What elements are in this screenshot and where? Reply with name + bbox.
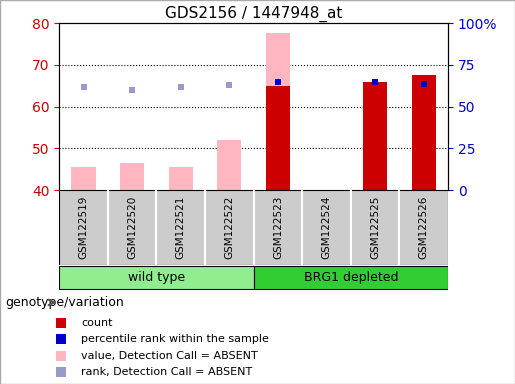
Text: count: count: [81, 318, 112, 328]
Bar: [266, 86, 290, 190]
Bar: [59, 266, 253, 289]
Bar: [217, 140, 242, 190]
Text: GSM122523: GSM122523: [273, 196, 283, 259]
Bar: [266, 33, 290, 190]
Text: value, Detection Call = ABSENT: value, Detection Call = ABSENT: [81, 351, 258, 361]
Text: GSM122525: GSM122525: [370, 196, 380, 259]
Bar: [411, 75, 436, 190]
Bar: [253, 266, 448, 289]
Text: wild type: wild type: [128, 271, 185, 284]
Text: GSM122520: GSM122520: [127, 196, 137, 259]
Title: GDS2156 / 1447948_at: GDS2156 / 1447948_at: [165, 5, 342, 22]
Text: genotype/variation: genotype/variation: [5, 296, 124, 309]
Text: GSM122521: GSM122521: [176, 196, 186, 259]
Text: GSM122526: GSM122526: [419, 196, 429, 259]
Bar: [168, 167, 193, 190]
Text: BRG1 depleted: BRG1 depleted: [304, 271, 398, 284]
Bar: [72, 167, 96, 190]
Text: GSM122522: GSM122522: [225, 196, 234, 259]
Bar: [120, 163, 144, 190]
Text: GSM122524: GSM122524: [321, 196, 332, 259]
Text: percentile rank within the sample: percentile rank within the sample: [81, 334, 269, 344]
Text: rank, Detection Call = ABSENT: rank, Detection Call = ABSENT: [81, 367, 252, 377]
Text: GSM122519: GSM122519: [78, 196, 89, 259]
Bar: [363, 81, 387, 190]
